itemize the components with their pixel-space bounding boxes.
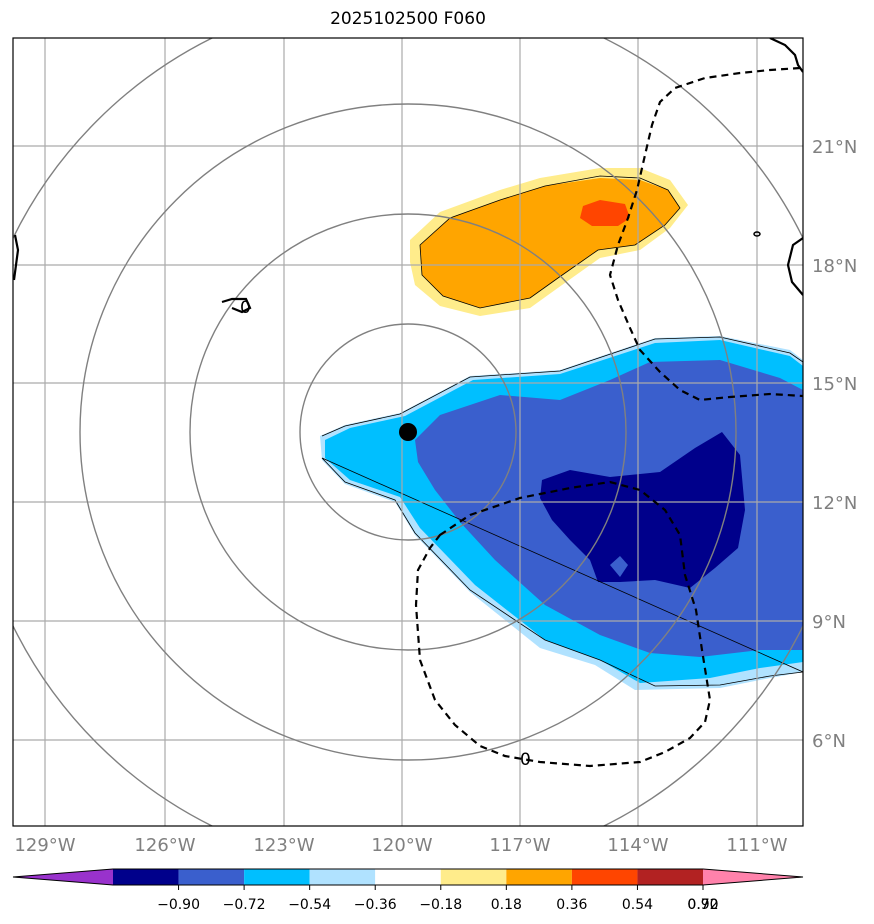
lon-label: 111°W xyxy=(726,835,787,856)
latitude-labels: 21°N 18°N 15°N 12°N 9°N 6°N xyxy=(812,137,857,752)
small-island xyxy=(753,231,761,237)
colorbar: −0.90 −0.72 −0.54 −0.36 −0.18 0.18 0.36 0.54 0.7… xyxy=(12,868,804,913)
colorbar-segment xyxy=(13,869,113,885)
lon-label: 129°W xyxy=(14,835,75,856)
lon-label: 114°W xyxy=(607,835,668,856)
lat-label: 6°N xyxy=(812,731,846,752)
zero-outline-positive xyxy=(419,175,681,309)
colorbar-segment xyxy=(244,869,310,885)
colorbar-tick-label: −0.72 xyxy=(223,897,266,913)
colorbar-segment xyxy=(309,869,376,885)
colorbar-outline xyxy=(12,868,804,886)
lat-label: 9°N xyxy=(812,612,846,633)
coastline-northeast xyxy=(769,38,803,73)
contour-label-zero-south: 0 xyxy=(520,750,531,770)
small-contour-west xyxy=(221,297,252,314)
negative-anomaly-region xyxy=(320,336,803,690)
colorbar-segment xyxy=(113,869,179,885)
colorbar-tick-label: −0.90 xyxy=(157,897,200,913)
coastline-east xyxy=(786,237,803,296)
colorbar-tick-label: 0.72 xyxy=(687,897,718,913)
lon-label: 117°W xyxy=(489,835,550,856)
colorbar-segment xyxy=(571,869,638,885)
longitude-labels: 129°W 126°W 123°W 120°W 117°W 114°W 111°… xyxy=(14,835,787,856)
colorbar-tick-label: 0.90 xyxy=(687,897,718,913)
colorbar-tick-label: 0.18 xyxy=(491,897,522,913)
lon-label: 126°W xyxy=(134,835,195,856)
contour-label-zero-west: 0 xyxy=(240,298,251,318)
storm-center-marker xyxy=(399,423,417,441)
lat-label: 15°N xyxy=(812,374,857,395)
zero-contours xyxy=(414,66,803,768)
zero-outline-negative xyxy=(321,336,803,687)
lon-label: 123°W xyxy=(253,835,314,856)
solid-contours xyxy=(13,38,803,314)
range-rings xyxy=(13,38,803,826)
positive-anomaly-region xyxy=(410,168,688,316)
colorbar-segment xyxy=(703,869,803,885)
dashed-contour-north xyxy=(608,66,803,402)
lon-label: 120°W xyxy=(371,835,432,856)
map-title: 2025102500 F060 xyxy=(330,9,486,29)
colorbar-tick-label: −0.36 xyxy=(354,897,397,913)
colorbar-segment xyxy=(506,869,572,885)
lat-label: 18°N xyxy=(812,256,857,277)
colorbar-tick-label: −0.54 xyxy=(288,897,331,913)
fill-royal-blue-hole xyxy=(610,556,628,577)
lat-label: 12°N xyxy=(812,493,857,514)
colorbar-segment xyxy=(375,869,441,885)
colorbar-tick-label: 0.54 xyxy=(622,897,653,913)
lat-label: 21°N xyxy=(812,137,857,158)
colorbar-tick-label: −0.18 xyxy=(419,897,462,913)
colorbar-segment xyxy=(637,869,703,885)
colorbar-tick-label: 0.36 xyxy=(556,897,587,913)
colorbar-segment xyxy=(440,869,507,885)
gridlines xyxy=(13,38,803,826)
map-frame xyxy=(12,37,804,827)
coastline-west xyxy=(13,234,20,281)
colorbar-segment xyxy=(178,869,245,885)
dashed-contour-south xyxy=(414,480,712,768)
fill-orange-red xyxy=(580,200,630,226)
